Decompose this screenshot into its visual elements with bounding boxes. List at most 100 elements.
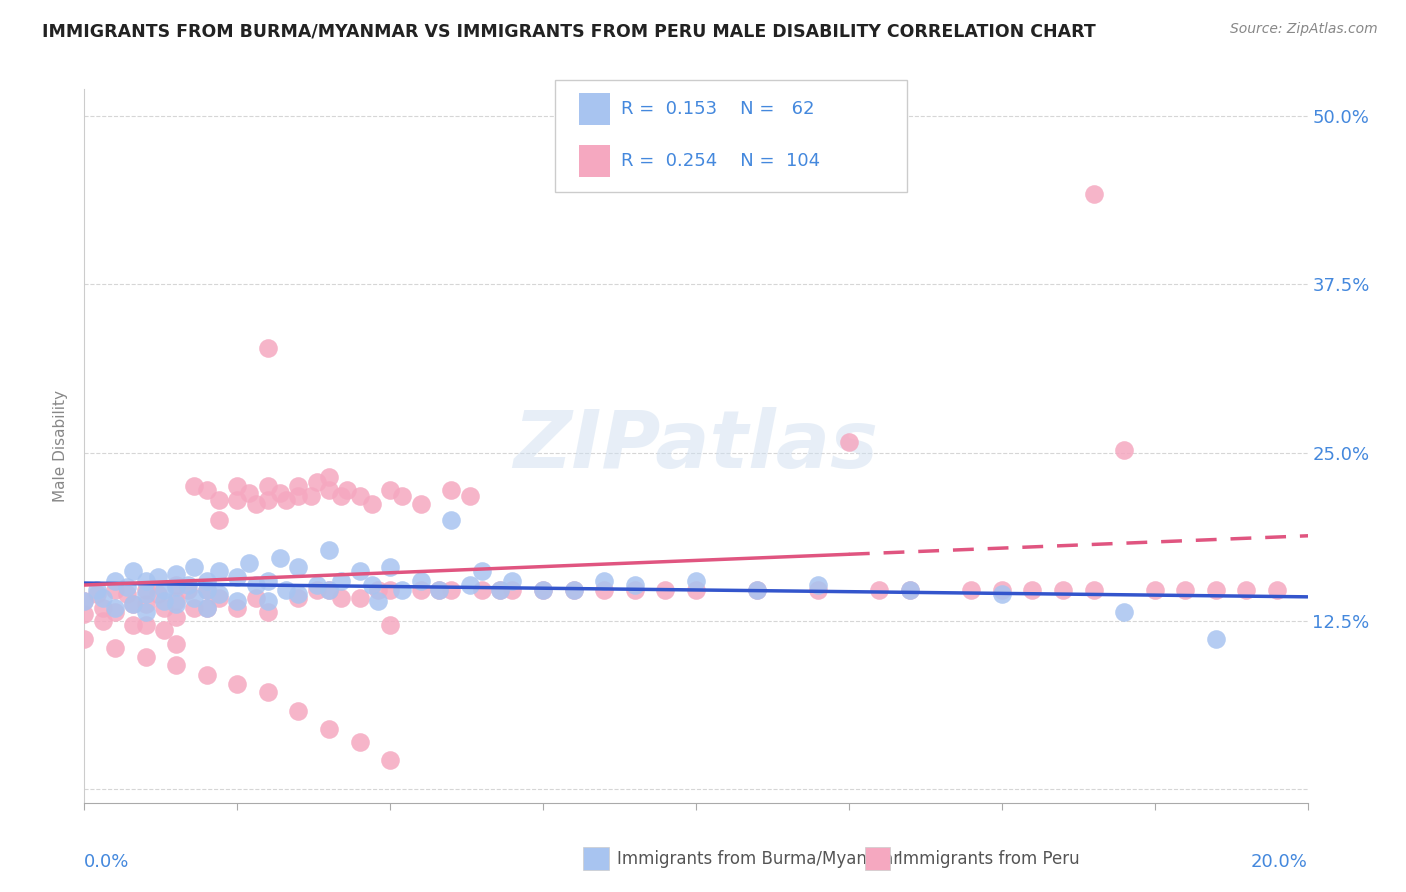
Point	[440, 513, 463, 527]
Point	[1205, 583, 1227, 598]
Point	[208, 492, 231, 507]
Point	[471, 583, 494, 598]
Point	[391, 583, 413, 598]
Point	[245, 591, 267, 606]
Point	[195, 600, 218, 615]
Point	[991, 587, 1014, 601]
Point	[195, 668, 218, 682]
Text: R =  0.254    N =  104: R = 0.254 N = 104	[621, 152, 821, 169]
Text: R =  0.153    N =   62: R = 0.153 N = 62	[621, 100, 815, 118]
Point	[195, 583, 218, 598]
Point	[654, 583, 676, 598]
Point	[183, 560, 205, 574]
Point	[195, 583, 218, 598]
Point	[146, 587, 169, 601]
Point	[502, 574, 524, 588]
Point	[135, 618, 157, 632]
Point	[593, 574, 616, 588]
Point	[165, 658, 187, 673]
Text: 20.0%: 20.0%	[1251, 853, 1308, 871]
Point	[380, 583, 402, 598]
Text: IMMIGRANTS FROM BURMA/MYANMAR VS IMMIGRANTS FROM PERU MALE DISABILITY CORRELATIO: IMMIGRANTS FROM BURMA/MYANMAR VS IMMIGRA…	[42, 22, 1095, 40]
Point	[287, 489, 309, 503]
Point	[458, 577, 481, 591]
Point	[1021, 583, 1043, 598]
Point	[299, 489, 322, 503]
Point	[208, 591, 231, 606]
Point	[135, 583, 157, 598]
Point	[330, 489, 353, 503]
Point	[86, 587, 108, 601]
Point	[869, 583, 891, 598]
Point	[135, 605, 157, 619]
Text: Immigrants from Burma/Myanmar: Immigrants from Burma/Myanmar	[617, 849, 900, 868]
Point	[562, 583, 585, 598]
Point	[153, 624, 176, 638]
Point	[380, 618, 402, 632]
Point	[177, 577, 200, 591]
Point	[318, 483, 340, 498]
Point	[73, 607, 96, 622]
Point	[91, 591, 114, 606]
Point	[73, 632, 96, 646]
Point	[807, 583, 830, 598]
Point	[226, 479, 249, 493]
Point	[257, 479, 280, 493]
Point	[165, 610, 187, 624]
Point	[257, 685, 280, 699]
Point	[226, 677, 249, 691]
Point	[1174, 583, 1197, 598]
Point	[122, 618, 145, 632]
Point	[86, 583, 108, 598]
Point	[898, 583, 921, 598]
Point	[115, 580, 138, 594]
Point	[122, 597, 145, 611]
Point	[330, 591, 353, 606]
Point	[153, 594, 176, 608]
Point	[165, 594, 187, 608]
Point	[807, 577, 830, 591]
Point	[177, 583, 200, 598]
Point	[1205, 632, 1227, 646]
Point	[1083, 583, 1105, 598]
Point	[165, 566, 187, 581]
Point	[409, 574, 432, 588]
Point	[336, 483, 359, 498]
Text: Immigrants from Peru: Immigrants from Peru	[898, 849, 1080, 868]
Point	[287, 591, 309, 606]
Point	[349, 489, 371, 503]
Point	[440, 483, 463, 498]
Point	[562, 583, 585, 598]
Point	[427, 583, 450, 598]
Point	[195, 600, 218, 615]
Point	[305, 475, 328, 490]
Point	[226, 492, 249, 507]
Point	[195, 574, 218, 588]
Point	[269, 486, 291, 500]
Point	[1236, 583, 1258, 598]
Point	[318, 470, 340, 484]
Point	[183, 600, 205, 615]
Point	[183, 479, 205, 493]
Point	[165, 580, 187, 594]
Point	[104, 600, 127, 615]
Point	[1143, 583, 1166, 598]
Point	[318, 722, 340, 736]
Point	[685, 574, 707, 588]
Y-axis label: Male Disability: Male Disability	[53, 390, 69, 502]
Point	[115, 587, 138, 601]
Point	[471, 564, 494, 578]
Point	[440, 583, 463, 598]
Point	[226, 600, 249, 615]
Point	[318, 542, 340, 557]
Point	[318, 583, 340, 598]
Point	[238, 486, 260, 500]
Point	[991, 583, 1014, 598]
Point	[367, 583, 389, 598]
Point	[747, 583, 769, 598]
Point	[238, 556, 260, 570]
Point	[153, 600, 176, 615]
Point	[165, 597, 187, 611]
Point	[531, 583, 554, 598]
Point	[257, 594, 280, 608]
